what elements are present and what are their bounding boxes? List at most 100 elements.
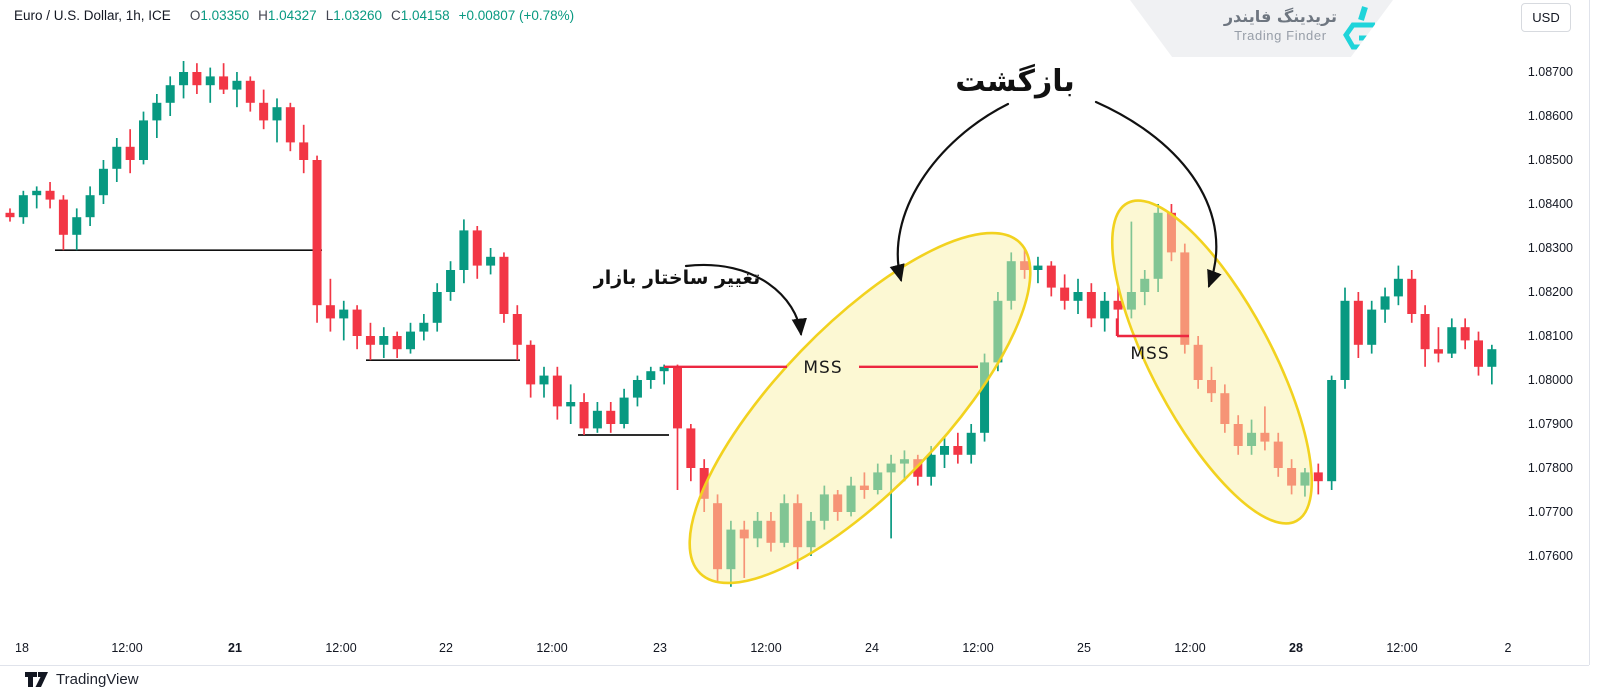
candle-bullish (459, 219, 469, 284)
tradingview-logo-icon (25, 672, 48, 687)
mss-label: MSS (803, 358, 842, 378)
candle-bullish (139, 111, 148, 165)
candle-bearish (526, 340, 536, 398)
open-value: 1.03350 (200, 8, 250, 23)
price-axis[interactable]: 1.08700 1.08600 1.08500 1.08400 1.08300 1.082… (1500, 0, 1600, 665)
candle-bearish (392, 331, 402, 358)
candle-bearish (1086, 283, 1096, 328)
candle-bullish (232, 72, 242, 108)
price-axis-label: 1.08700 (1527, 65, 1573, 79)
candle-bearish (1060, 274, 1070, 310)
low-value: 1.03260 (333, 8, 383, 23)
price-axis-label: 1.07600 (1527, 549, 1573, 563)
close-value: 1.04158 (400, 8, 450, 23)
candle-bearish (5, 208, 15, 222)
change-value: +0.00807 (+0.78%) (458, 8, 575, 23)
candle-bullish (646, 366, 656, 389)
price-axis-label: 1.08200 (1527, 285, 1573, 299)
tradingview-attribution[interactable]: TradingView (25, 671, 139, 688)
candle-bullish (18, 190, 28, 224)
candle-bullish (85, 186, 95, 226)
candle-bullish (1340, 287, 1350, 389)
currency-toggle-button[interactable]: USD (1521, 3, 1571, 32)
structure-change-label: تغییر ساختار بازار (593, 267, 760, 289)
highlight-ellipse (1110, 199, 1314, 525)
axis-separator-horizontal (0, 665, 1589, 666)
candle-bearish (312, 155, 322, 323)
price-axis-label: 1.07800 (1527, 461, 1573, 475)
annotation-arrow (1094, 100, 1222, 289)
candle-bearish (512, 305, 522, 361)
candle-bearish (45, 182, 55, 209)
candle-bearish (686, 424, 696, 482)
candle-bullish (1033, 256, 1043, 284)
candle-bearish (245, 76, 255, 112)
candle-bearish (325, 278, 335, 332)
candle-bearish (1407, 270, 1417, 323)
candle-bearish (472, 226, 482, 279)
close-label: C (391, 8, 401, 23)
brand-name-farsi: تریدینگ فایندر (1223, 7, 1337, 26)
candle-bearish (499, 252, 509, 323)
candle-bullish (1100, 292, 1110, 332)
currency-label: USD (1532, 10, 1560, 25)
candle-bearish (125, 129, 135, 174)
candle-bearish (259, 89, 269, 130)
tradingview-label: TradingView (56, 671, 139, 688)
price-axis-label: 1.08000 (1527, 373, 1573, 387)
brand-banner: تریدینگ فایندر Trading Finder (1130, 0, 1393, 57)
price-axis-label: 1.08100 (1527, 329, 1573, 343)
candle-bullish (32, 186, 42, 209)
candle-bullish (98, 160, 108, 204)
reversal-title: بازگشت (955, 63, 1075, 99)
price-axis-label: 1.08400 (1527, 197, 1573, 211)
candle-bullish (1393, 265, 1403, 306)
symbol-legend[interactable]: Euro / U.S. Dollar, 1h, ICE O1.03350 H 1.04… (14, 8, 574, 23)
candle-bullish (165, 76, 175, 116)
candle-bullish (419, 314, 429, 341)
candle-bullish (446, 261, 456, 301)
candle-bullish (1327, 375, 1337, 490)
candle-bearish (673, 364, 682, 490)
candle-bullish (1367, 300, 1377, 354)
candle-bearish (352, 305, 362, 350)
candle-bearish (606, 402, 616, 433)
candle-bearish (219, 63, 229, 94)
candle-bearish (58, 195, 68, 251)
candle-bullish (205, 67, 215, 103)
price-axis-label: 1.07900 (1527, 417, 1573, 431)
candle-bullish (1487, 344, 1497, 385)
candle-bearish (552, 366, 562, 420)
low-label: L (325, 8, 334, 23)
candle-bullish (486, 248, 496, 275)
axis-separator-vertical (1589, 0, 1590, 665)
candle-bearish (299, 124, 309, 174)
candle-bearish (1474, 331, 1483, 376)
symbol-title: Euro / U.S. Dollar, 1h, ICE (14, 8, 171, 23)
highlight-ellipse (688, 231, 1032, 585)
candle-bullish (179, 61, 189, 99)
candle-bullish (339, 300, 349, 341)
candle-bearish (953, 432, 963, 464)
high-label: H (258, 8, 268, 23)
annotation-arrow (889, 102, 1010, 283)
candle-bearish (1046, 261, 1056, 297)
candle-bearish (192, 63, 202, 94)
candle-bearish (365, 322, 375, 361)
candle-bullish (966, 424, 976, 464)
candle-bullish (566, 384, 576, 424)
candle-bullish (539, 366, 549, 398)
candle-bearish (1353, 292, 1363, 358)
candle-bullish (592, 402, 602, 433)
candle-bearish (1313, 463, 1323, 495)
price-axis-label: 1.08300 (1527, 241, 1573, 255)
mss-label: MSS (1130, 344, 1169, 364)
candle-bullish (432, 283, 442, 332)
open-label: O (189, 8, 201, 23)
candle-bearish (1420, 305, 1430, 367)
candle-bearish (579, 393, 589, 435)
candle-bullish (379, 327, 389, 358)
candle-bullish (112, 138, 122, 182)
